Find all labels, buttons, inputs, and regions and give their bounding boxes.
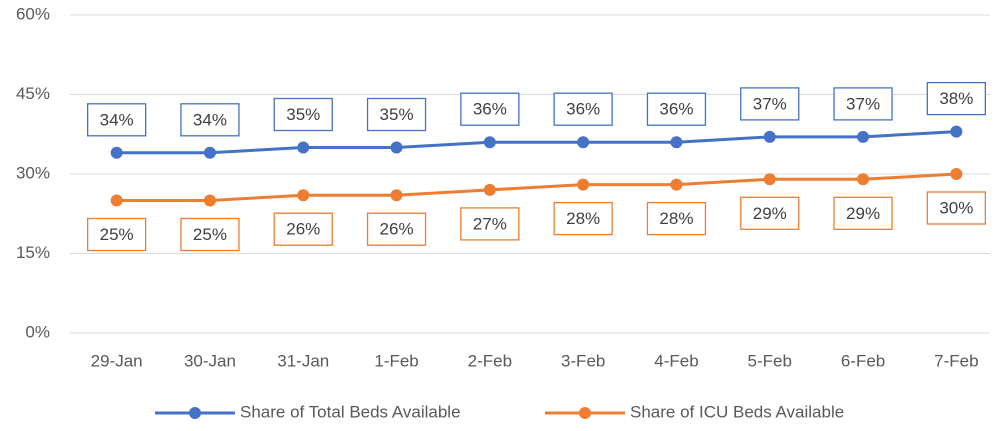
- y-tick-label: 15%: [16, 243, 50, 262]
- data-label-box: [273, 97, 333, 132]
- data-label: 28%: [659, 209, 693, 228]
- legend-marker: [579, 407, 591, 419]
- point: [670, 136, 683, 149]
- data-label: 26%: [380, 220, 414, 239]
- data-label-box: [646, 92, 707, 126]
- data-label-box: [646, 201, 707, 236]
- data-label: 28%: [566, 209, 600, 228]
- legend-label: Share of Total Beds Available: [240, 402, 461, 421]
- point: [763, 130, 776, 143]
- x-tick-label: 30-Jan: [184, 351, 236, 370]
- data-label: 36%: [659, 100, 693, 119]
- x-tick-label: 6-Feb: [841, 351, 885, 370]
- point: [950, 125, 963, 138]
- data-label: 35%: [286, 105, 320, 124]
- data-label-box: [926, 81, 986, 116]
- data-label-box: [180, 217, 240, 252]
- point: [390, 189, 403, 202]
- data-label: 30%: [939, 198, 973, 217]
- x-tick-label: 2-Feb: [468, 351, 512, 370]
- x-tick-label: 5-Feb: [748, 351, 792, 370]
- x-tick-label: 3-Feb: [561, 351, 605, 370]
- x-tick-label: 29-Jan: [91, 351, 143, 370]
- data-label: 25%: [100, 225, 134, 244]
- point: [483, 183, 496, 196]
- data-label-box: [180, 103, 240, 137]
- data-label-box: [87, 217, 147, 252]
- data-label: 37%: [753, 94, 787, 113]
- data-label: 29%: [753, 204, 787, 223]
- y-tick-label: 45%: [16, 84, 50, 103]
- point: [297, 141, 310, 154]
- data-label: 36%: [473, 100, 507, 119]
- data-label-box: [366, 212, 427, 246]
- point: [390, 141, 403, 154]
- y-tick-label: 30%: [16, 163, 50, 182]
- data-label: 35%: [380, 105, 414, 124]
- data-label-box: [833, 196, 893, 230]
- data-label-box: [926, 191, 986, 225]
- point: [670, 178, 683, 191]
- point: [110, 194, 123, 207]
- data-label-box: [87, 103, 147, 137]
- data-label-box: [553, 92, 613, 126]
- point: [950, 168, 963, 180]
- data-label-box: [740, 87, 800, 121]
- data-label-box: [460, 207, 520, 241]
- y-tick-label: 60%: [16, 4, 50, 23]
- data-label: 36%: [566, 100, 600, 119]
- series-line: [116, 172, 957, 202]
- data-label: 27%: [473, 214, 507, 233]
- point: [763, 173, 776, 186]
- data-label: 34%: [100, 110, 134, 129]
- x-tick-label: 4-Feb: [654, 351, 698, 370]
- point: [297, 189, 310, 202]
- x-tick-label: 1-Feb: [374, 351, 418, 370]
- data-label-box: [833, 87, 893, 121]
- point: [857, 130, 870, 143]
- data-label: 38%: [939, 89, 973, 108]
- data-label: 34%: [193, 110, 227, 129]
- point: [577, 136, 590, 149]
- point: [577, 178, 590, 191]
- x-tick-label: 7-Feb: [934, 351, 978, 370]
- series-line: [116, 130, 957, 155]
- data-label: 29%: [846, 204, 880, 223]
- data-label: 37%: [846, 94, 880, 113]
- x-tick-label: 31-Jan: [277, 351, 329, 370]
- point: [110, 146, 123, 159]
- data-label: 25%: [193, 225, 227, 244]
- legend-marker: [189, 407, 201, 419]
- data-label-box: [553, 201, 613, 236]
- point: [857, 173, 870, 186]
- legend-label: Share of ICU Beds Available: [630, 402, 844, 421]
- point: [203, 194, 216, 207]
- y-tick-label: 0%: [25, 322, 50, 341]
- point: [483, 136, 496, 149]
- data-label-box: [460, 92, 520, 126]
- point: [203, 146, 216, 159]
- data-label-box: [740, 196, 800, 230]
- data-label-box: [273, 212, 333, 246]
- data-label-box: [366, 97, 427, 132]
- data-label: 26%: [286, 220, 320, 239]
